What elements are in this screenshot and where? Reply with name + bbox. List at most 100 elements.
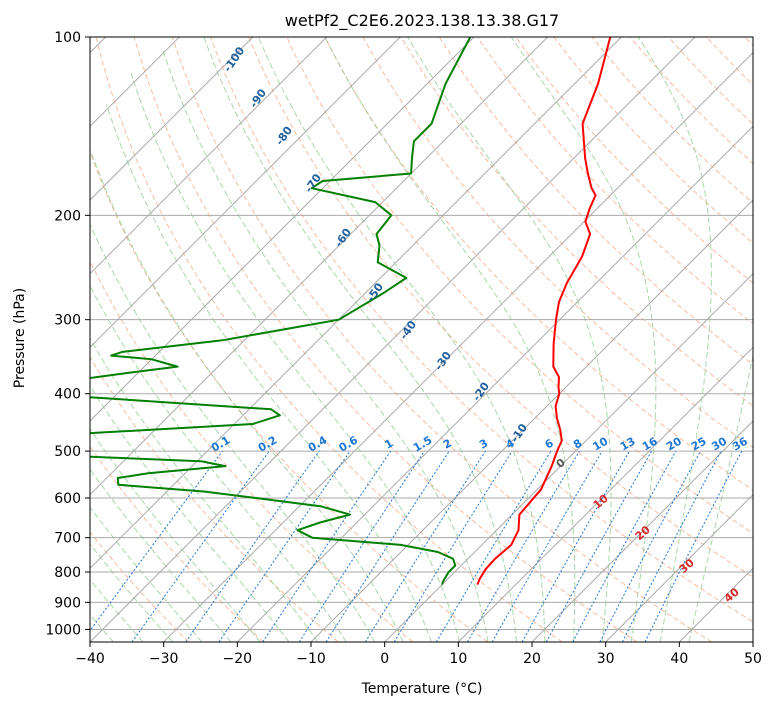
moist-adiabat-line xyxy=(90,468,232,642)
y-tick-label: 100 xyxy=(54,30,81,46)
moist-adiabat-label: -60 xyxy=(332,226,354,250)
moist-adiabat-label: -50 xyxy=(364,280,386,304)
isotherm-line xyxy=(90,37,254,201)
dry-adiabat-line xyxy=(744,37,753,47)
moist-adiabat-line xyxy=(203,37,517,642)
dry-adiabat-line xyxy=(438,37,753,366)
dry-adiabat-line xyxy=(95,37,563,642)
dry-adiabat-line xyxy=(90,356,339,642)
axes: −40 −30 −20 −10 0 10 20 30 40 50 100 200 300 400 500 60… xyxy=(45,30,762,667)
isotherm-line xyxy=(90,37,549,496)
mixing-ratio-label: 6 xyxy=(543,436,556,451)
moist-adiabat-line xyxy=(90,147,404,642)
data-lines xyxy=(90,37,612,585)
x-axis-title: Temperature (°C) xyxy=(361,681,483,697)
isotherm-line xyxy=(384,272,753,642)
dry-adiabat-line xyxy=(324,37,753,491)
moist-adiabat-line xyxy=(90,543,173,642)
moist-adiabat-line xyxy=(162,49,489,642)
moist-adiabat-label: -30 xyxy=(432,349,454,373)
y-tick-label: 400 xyxy=(54,387,81,403)
y-tick-label: 1000 xyxy=(45,622,81,638)
x-tick-label: 50 xyxy=(744,651,762,667)
moist-adiabat-line xyxy=(130,72,461,642)
moist-adiabat-line xyxy=(90,222,376,642)
moist-adiabat-line xyxy=(407,37,612,642)
dry-adiabat-line xyxy=(90,531,190,642)
mixing-ratio-line xyxy=(521,450,630,642)
dry-adiabat-line xyxy=(400,37,753,407)
mixing-ratio-line xyxy=(131,450,270,642)
moist-adiabat-line xyxy=(90,506,203,642)
y-tick-label: 200 xyxy=(54,208,81,224)
isotherm-line xyxy=(310,199,753,642)
mixing-ratio-line xyxy=(298,450,425,642)
mixing-ratio-line xyxy=(599,450,701,642)
mixing-ratio-line xyxy=(393,450,513,642)
mixing-ratio-line xyxy=(572,450,677,642)
moist-adiabat-label: -90 xyxy=(247,86,269,110)
mixing-ratio-label: 3 xyxy=(477,437,490,452)
dry-adiabat-line xyxy=(171,37,712,642)
isotherm-line xyxy=(90,37,401,349)
isotherm-line xyxy=(90,37,475,422)
dry-adiabat-label: 10 xyxy=(591,492,611,512)
mixing-ratio-line xyxy=(90,450,223,632)
y-axis-title: Pressure (hPa) xyxy=(12,288,28,388)
moist-adiabat-line xyxy=(90,284,347,642)
y-tick-label: 900 xyxy=(54,595,81,611)
dry-adiabat-line xyxy=(90,150,488,642)
mixing-ratio-line xyxy=(325,450,450,642)
isotherm-line xyxy=(678,567,753,642)
x-tick-label: 40 xyxy=(670,651,688,667)
x-tick-label: 30 xyxy=(597,651,615,667)
dry-adiabat-line xyxy=(133,37,638,642)
moist-adiabat-line xyxy=(90,578,144,642)
y-tick-label: 700 xyxy=(54,531,81,547)
y-tick-label: 600 xyxy=(54,491,81,507)
mixing-ratio-line xyxy=(218,450,351,642)
chart-title: wetPf2_C2E6.2023.138.13.38.G17 xyxy=(285,11,559,31)
mixing-ratio-line xyxy=(491,450,603,642)
y-tick-label: 800 xyxy=(54,565,81,581)
y-tick-label: 500 xyxy=(54,444,81,460)
moist-adiabat-line xyxy=(257,37,546,642)
dry-adiabat-line xyxy=(90,445,264,642)
x-tick-label: 10 xyxy=(449,651,467,667)
mixing-ratio-line xyxy=(644,450,743,642)
dry-adiabat-line xyxy=(362,37,753,449)
isotherm-line xyxy=(605,493,753,642)
isotherm-line xyxy=(90,37,622,570)
dry-adiabat-label: 20 xyxy=(633,523,653,543)
moist-adiabat-line xyxy=(105,104,432,642)
x-tick-label: −20 xyxy=(223,651,253,667)
mixing-ratio-line xyxy=(621,450,722,642)
mixing-ratio-line xyxy=(262,450,392,642)
mixing-ratio-label: 1 xyxy=(382,437,395,452)
dry-adiabat-line xyxy=(668,37,753,125)
dry-adiabat-line xyxy=(210,37,753,623)
isotherm-line xyxy=(163,51,753,642)
isotherm-line xyxy=(90,37,328,275)
plot-frame xyxy=(89,36,754,643)
moist-adiabat-line xyxy=(90,384,290,642)
x-tick-label: 20 xyxy=(523,651,541,667)
background-lines xyxy=(90,37,753,642)
mixing-ratio-line xyxy=(185,450,320,642)
moist-adiabat-line xyxy=(90,337,319,642)
dry-adiabat-line xyxy=(706,37,753,86)
isotherm-line xyxy=(236,125,753,642)
dry-adiabat-line xyxy=(591,37,753,204)
isotherm-line xyxy=(531,420,753,642)
x-tick-label: −40 xyxy=(75,651,105,667)
dry-adiabat-line xyxy=(515,37,753,284)
dry-adiabat-line xyxy=(90,259,414,642)
isotherm-line xyxy=(90,37,696,642)
isotherm-line xyxy=(752,641,753,642)
moist-adiabat-line xyxy=(637,37,712,642)
moist-adiabat-line xyxy=(324,37,576,642)
moist-adiabat-label: -20 xyxy=(470,380,492,404)
mixing-ratio-line xyxy=(545,450,653,642)
mixing-ratio-label: 2 xyxy=(441,437,454,452)
